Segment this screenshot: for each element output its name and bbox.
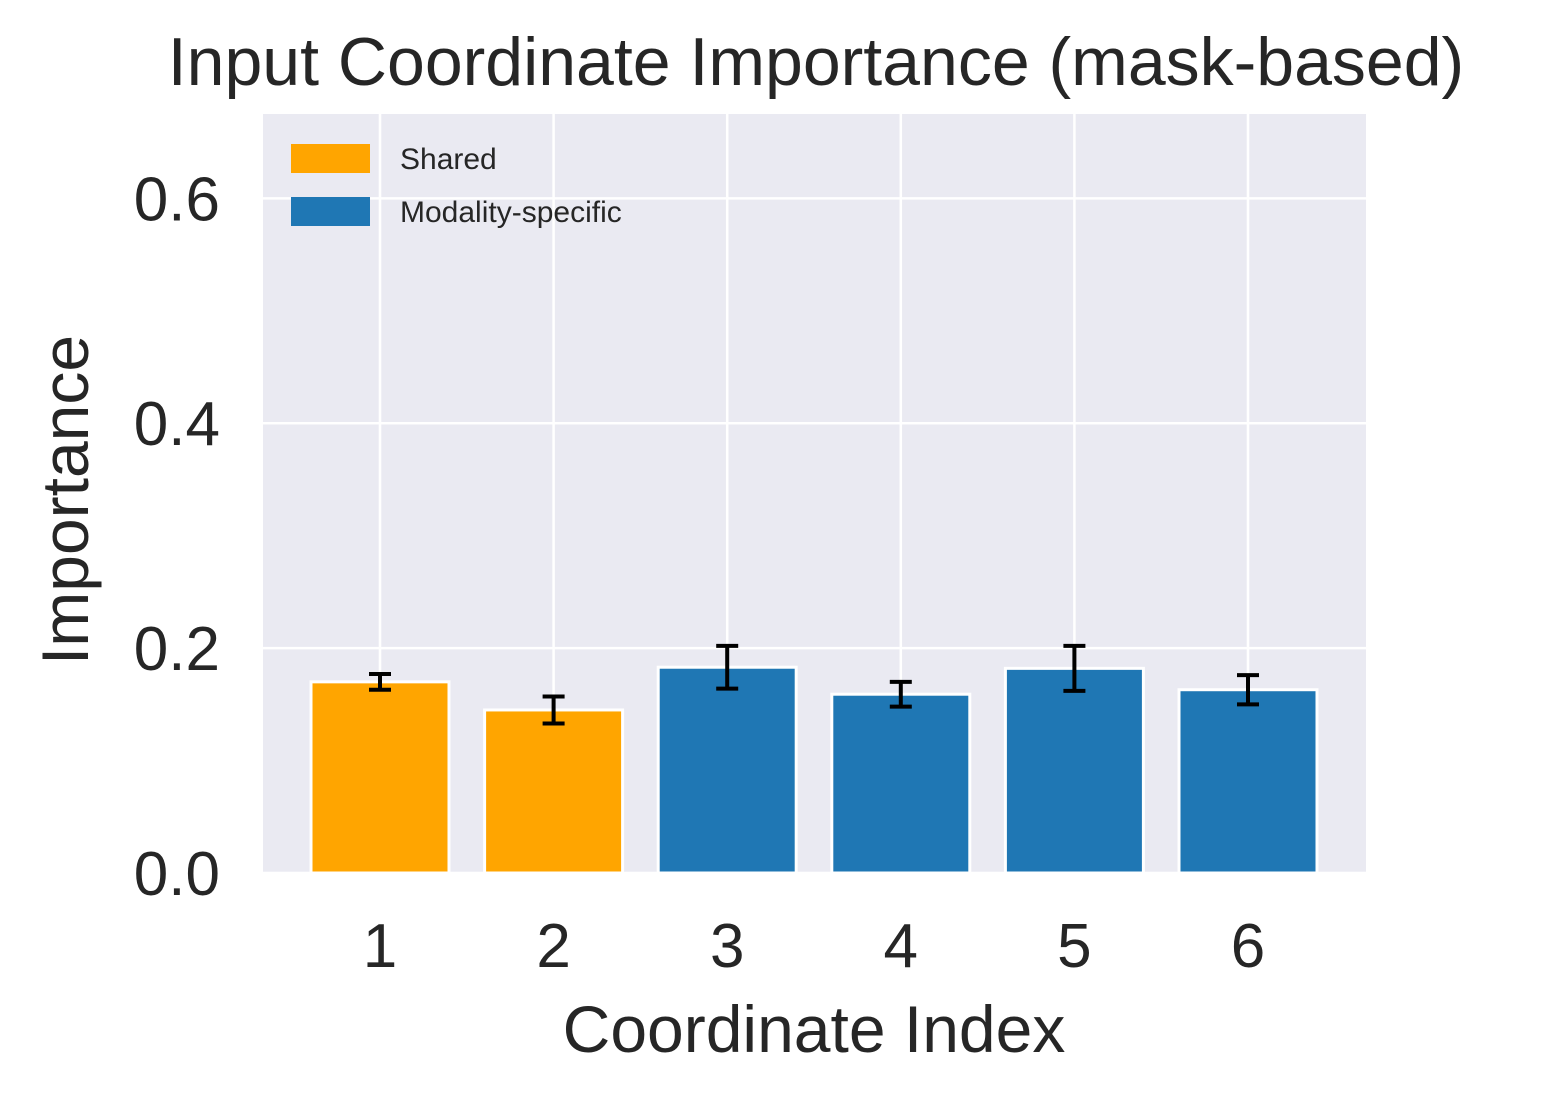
x-tick-label: 5	[1057, 912, 1091, 981]
error-bar-5	[1063, 643, 1086, 693]
error-bars	[369, 643, 1259, 726]
legend: Shared Modality-specific	[291, 143, 622, 229]
bar-5	[1003, 666, 1145, 875]
legend-label: Shared	[400, 143, 497, 176]
x-tick-label: 6	[1231, 912, 1265, 981]
bar-1	[309, 680, 451, 875]
bar-4	[830, 692, 972, 875]
chart-title: Input Coordinate Importance (mask-based)	[168, 24, 1464, 100]
error-bar-2	[542, 694, 565, 726]
tick-labels: 0.0 0.2 0.4 0.6 1 2 3 4 5 6	[134, 165, 1265, 981]
legend-label: Modality-specific	[400, 196, 622, 229]
x-tick-label: 2	[536, 912, 570, 981]
legend-swatch	[291, 197, 370, 226]
legend-swatch	[291, 144, 370, 173]
legend-entry: Modality-specific	[291, 196, 622, 229]
y-tick-label: 0.4	[134, 390, 220, 459]
x-tick-label: 1	[363, 912, 397, 981]
y-tick-label: 0.2	[134, 615, 220, 684]
error-bar-3	[716, 643, 739, 691]
legend-entry: Shared	[291, 143, 497, 176]
bar-3	[656, 665, 798, 875]
x-axis-label: Coordinate Index	[563, 992, 1066, 1066]
bars	[309, 665, 1319, 875]
bar-6	[1177, 688, 1319, 875]
y-tick-label: 0.0	[134, 840, 220, 909]
error-bar-6	[1237, 673, 1259, 707]
x-tick-label: 3	[710, 912, 744, 981]
x-tick-label: 4	[884, 912, 918, 981]
error-bar-4	[889, 679, 912, 709]
y-tick-label: 0.6	[134, 165, 220, 234]
y-axis-label: Importance	[28, 335, 102, 665]
bar-2	[483, 708, 625, 875]
error-bar-1	[369, 671, 391, 692]
